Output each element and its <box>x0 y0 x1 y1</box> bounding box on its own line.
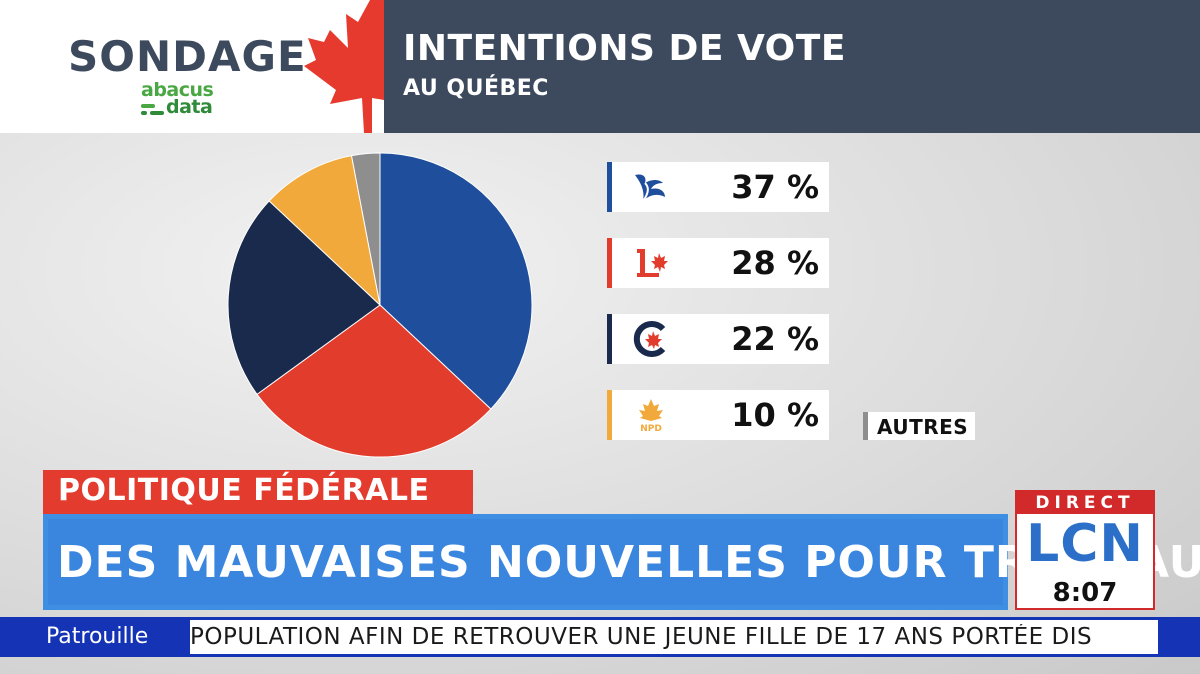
live-label: DIRECT <box>1035 493 1135 513</box>
poll-title: INTENTIONS DE VOTE <box>403 28 846 69</box>
others-label: AUTRES <box>877 415 969 439</box>
party-color-bar <box>607 314 612 364</box>
party-row-conservative: 22 % <box>607 314 829 364</box>
abacus-data-icon <box>141 104 164 115</box>
pie-slice-2 <box>227 200 381 396</box>
maple-leaf-icon <box>304 0 384 133</box>
conservative-logo-icon <box>633 321 666 357</box>
ndp-logo-icon: NPD <box>639 399 663 433</box>
party-row-ndp: NPD 10 % <box>607 390 829 440</box>
headline-text: DES MAUVAISES NOUVELLES POUR TRUDEAU <box>57 537 1200 588</box>
pie-slice-4 <box>350 152 381 306</box>
party-row-bloc: 37 % <box>607 162 829 212</box>
network-logo: LCN <box>1026 514 1144 574</box>
others-color-bar <box>863 412 868 440</box>
header-title-panel <box>384 0 1200 133</box>
live-badge <box>1017 492 1153 514</box>
party-percentage: 22 % <box>731 320 819 358</box>
topic-banner <box>43 470 473 514</box>
topic-label: POLITIQUE FÉDÉRALE <box>58 473 430 508</box>
ticker-text-area <box>38 620 1158 654</box>
pie-slice-0 <box>379 152 533 410</box>
liberal-logo-icon <box>637 249 668 277</box>
party-percentage: 37 % <box>731 168 819 206</box>
party-color-bar <box>607 238 612 288</box>
vote-intention-pie-chart <box>227 152 533 458</box>
ticker-label-box <box>38 620 190 654</box>
party-row-liberal: 28 % <box>607 238 829 288</box>
others-legend: AUTRES <box>863 412 975 440</box>
pie-slice-3 <box>268 155 381 307</box>
party-color-bar <box>607 390 612 440</box>
headline-banner-inner <box>48 519 1003 605</box>
ndp-logo-text: NPD <box>640 424 662 433</box>
bloc-logo-icon <box>635 174 665 202</box>
ticker-category: Patrouille <box>46 624 149 649</box>
poll-subtitle: AU QUÉBEC <box>403 76 549 101</box>
pollster-logo-line2: data <box>166 96 213 118</box>
party-percentage: 28 % <box>731 244 819 282</box>
pie-slice-1 <box>256 304 492 458</box>
party-percentage: 10 % <box>731 396 819 434</box>
clock: 8:07 <box>1052 578 1118 608</box>
ticker-text: POPULATION AFIN DE RETROUVER UNE JEUNE F… <box>190 624 1093 650</box>
party-color-bar <box>607 162 612 212</box>
sondage-title: SONDAGE <box>68 32 307 81</box>
pollster-logo-line1: abacus <box>141 79 214 101</box>
